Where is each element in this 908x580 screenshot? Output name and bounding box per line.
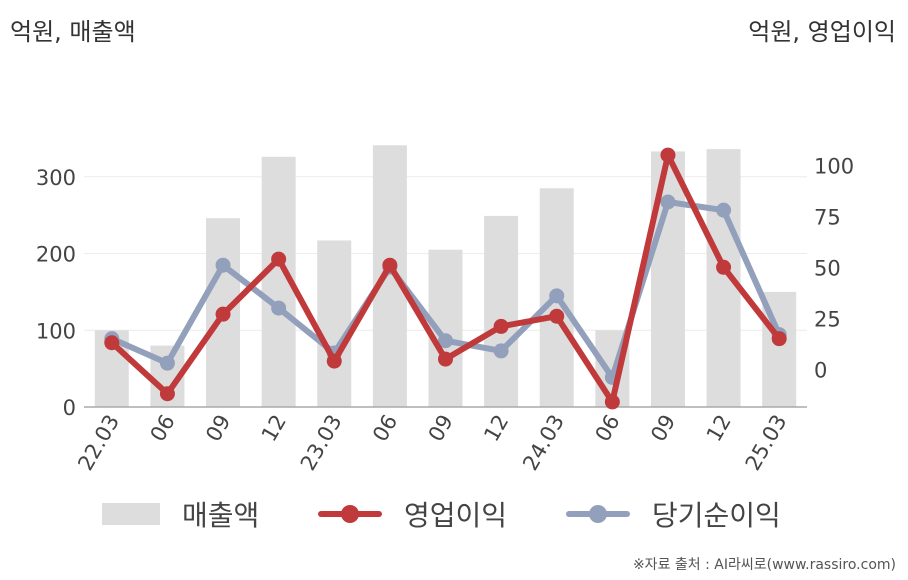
y-left-tick-label: 0 — [63, 396, 76, 420]
point-operating — [382, 257, 398, 273]
bar-sales — [372, 145, 407, 407]
point-net — [660, 194, 676, 210]
legend-swatch-operating — [318, 503, 382, 525]
x-tick-label: 09 — [424, 411, 458, 446]
point-operating — [159, 386, 175, 402]
bar-sales — [317, 240, 352, 407]
legend-item-sales: 매출액 — [102, 492, 259, 536]
legend-swatch-sales — [102, 503, 160, 525]
point-net — [438, 333, 453, 349]
point-operating — [716, 259, 732, 275]
x-tick-label: 22.03 — [73, 411, 124, 475]
point-operating — [604, 394, 620, 410]
x-tick-label: 12 — [257, 411, 291, 446]
y-left-tick-label: 300 — [36, 166, 76, 190]
point-net — [159, 355, 175, 371]
y-left-tick-label: 200 — [36, 243, 76, 267]
y-right-tick-label: 75 — [814, 205, 841, 229]
y-right-tick-label: 100 — [814, 154, 854, 178]
x-tick-label: 09 — [646, 411, 680, 446]
x-tick-label: 06 — [368, 411, 402, 446]
chart-legend: 매출액 영업이익 당기순이익 — [0, 492, 908, 536]
legend-label-operating: 영업이익 — [404, 499, 508, 532]
bar-sales — [484, 215, 519, 407]
legend-swatch-net — [566, 503, 630, 525]
point-operating — [493, 318, 509, 334]
left-axis-unit: 억원, 매출액 — [10, 18, 136, 46]
point-operating — [438, 351, 453, 367]
x-tick-label: 12 — [479, 410, 513, 445]
bar-sales — [650, 151, 685, 407]
y-right-tick-label: 50 — [814, 256, 841, 280]
point-net — [271, 300, 287, 316]
point-operating — [660, 147, 676, 163]
point-operating — [215, 306, 231, 322]
x-tick-label: 09 — [201, 411, 235, 446]
y-left-tick-label: 100 — [36, 319, 76, 343]
x-tick-label: 25.03 — [741, 411, 792, 475]
point-net — [493, 343, 509, 359]
x-tick-label: 12 — [702, 411, 736, 446]
point-operating — [771, 331, 787, 347]
point-net — [215, 257, 231, 273]
point-net — [716, 202, 732, 218]
legend-item-operating: 영업이익 — [318, 492, 507, 536]
point-operating — [104, 335, 120, 351]
legend-label-net: 당기순이익 — [652, 499, 781, 532]
x-tick-label: 23.03 — [296, 411, 347, 475]
x-tick-label: 06 — [591, 411, 625, 446]
point-operating — [326, 353, 342, 369]
point-operating — [549, 308, 565, 324]
legend-label-sales: 매출액 — [182, 499, 260, 532]
x-tick-label: 06 — [146, 411, 180, 446]
source-note: ※자료 출처 : AI라씨로(www.rassiro.com) — [632, 557, 896, 573]
legend-item-net: 당기순이익 — [566, 492, 781, 536]
point-net — [549, 288, 565, 304]
x-tick-label: 24.03 — [518, 411, 569, 475]
y-right-tick-label: 25 — [814, 307, 841, 331]
point-operating — [271, 251, 287, 267]
y-right-tick-label: 0 — [814, 358, 827, 382]
right-axis-unit: 억원, 영업이익 — [748, 18, 896, 46]
